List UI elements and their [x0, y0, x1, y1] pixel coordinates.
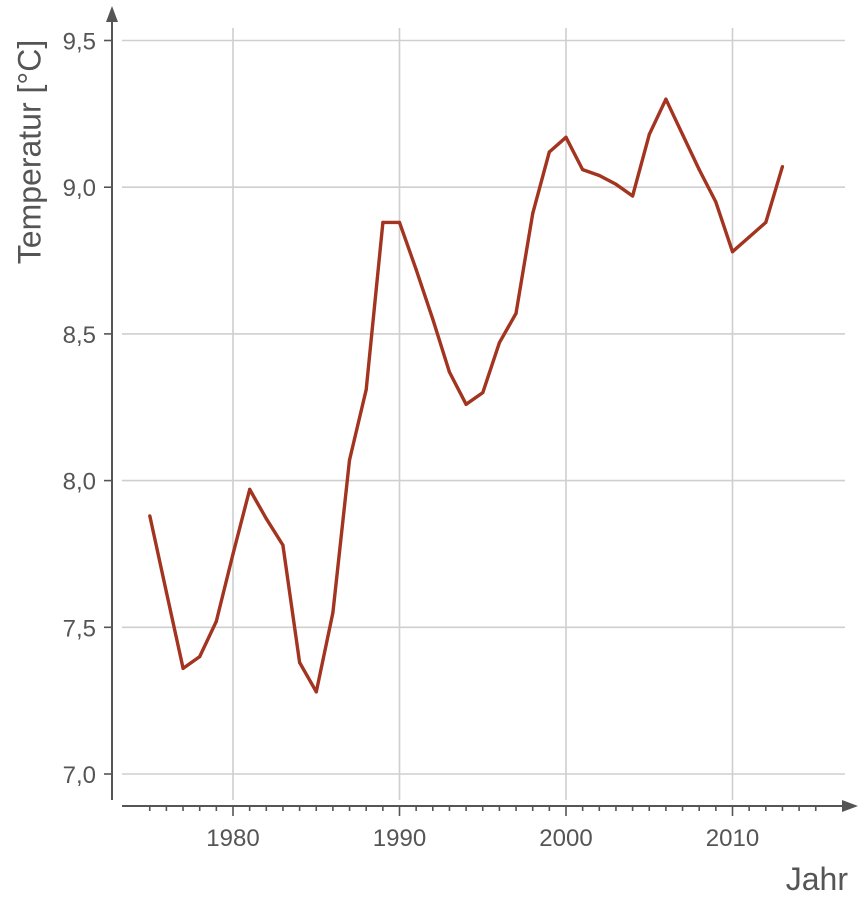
data-point: [164, 590, 168, 594]
data-point: [680, 132, 685, 136]
series-layer: [148, 97, 785, 694]
data-point: [264, 517, 268, 521]
data-point: [597, 173, 601, 178]
data-point: [148, 514, 152, 518]
data-point: [214, 619, 218, 624]
data-point: [764, 220, 768, 225]
x-axis-title: Jahr: [786, 861, 849, 897]
data-point: [331, 611, 335, 615]
series-line: [148, 97, 785, 694]
data-point: [747, 235, 751, 239]
data-point: [547, 150, 551, 154]
y-axis-arrow-icon: [106, 6, 118, 22]
axes: [106, 6, 858, 812]
y-tick-label: 8,0: [63, 469, 96, 496]
data-point: [581, 167, 585, 172]
y-tick-label: 9,0: [63, 175, 96, 202]
x-axis-arrow-icon: [842, 800, 858, 812]
data-point: [381, 220, 385, 225]
data-point: [514, 311, 518, 315]
data-point: [364, 388, 368, 392]
data-point: [181, 666, 185, 670]
tick-labels: 7,0 7,5 8,0 8,5 9,0 9,5 1980 1990 2000 2010: [63, 29, 760, 853]
data-point: [780, 165, 785, 169]
data-point: [647, 132, 651, 136]
data-point: [697, 167, 701, 172]
data-point: [730, 250, 735, 254]
data-point: [564, 135, 568, 139]
data-point: [198, 655, 202, 659]
data-point: [298, 660, 302, 665]
data-point: [431, 317, 435, 321]
data-point: [397, 220, 402, 225]
data-point: [497, 341, 501, 345]
x-tick-label: 1990: [373, 825, 426, 852]
y-tick-label: 7,5: [63, 615, 96, 642]
data-point: [614, 182, 618, 186]
y-tick-label: 9,5: [63, 29, 96, 56]
data-point: [347, 458, 352, 462]
data-point: [281, 543, 285, 547]
data-point: [464, 402, 468, 406]
y-tick-label: 7,0: [63, 762, 96, 789]
data-point: [481, 390, 485, 395]
data-point: [664, 97, 668, 101]
data-point: [531, 212, 535, 216]
grid-lines: [122, 28, 845, 800]
data-point: [314, 690, 318, 694]
ticks: [104, 39, 817, 816]
data-point: [231, 552, 235, 556]
x-tick-label: 2000: [539, 825, 592, 852]
x-tick-label: 1980: [206, 825, 259, 852]
y-axis-title: Temperatur [°C]: [11, 40, 47, 264]
y-tick-label: 8,5: [63, 322, 96, 349]
data-point: [631, 194, 635, 198]
data-point: [414, 267, 418, 271]
data-point: [248, 487, 252, 492]
x-tick-label: 2010: [706, 825, 759, 852]
data-point: [447, 370, 452, 374]
data-point: [714, 200, 718, 204]
